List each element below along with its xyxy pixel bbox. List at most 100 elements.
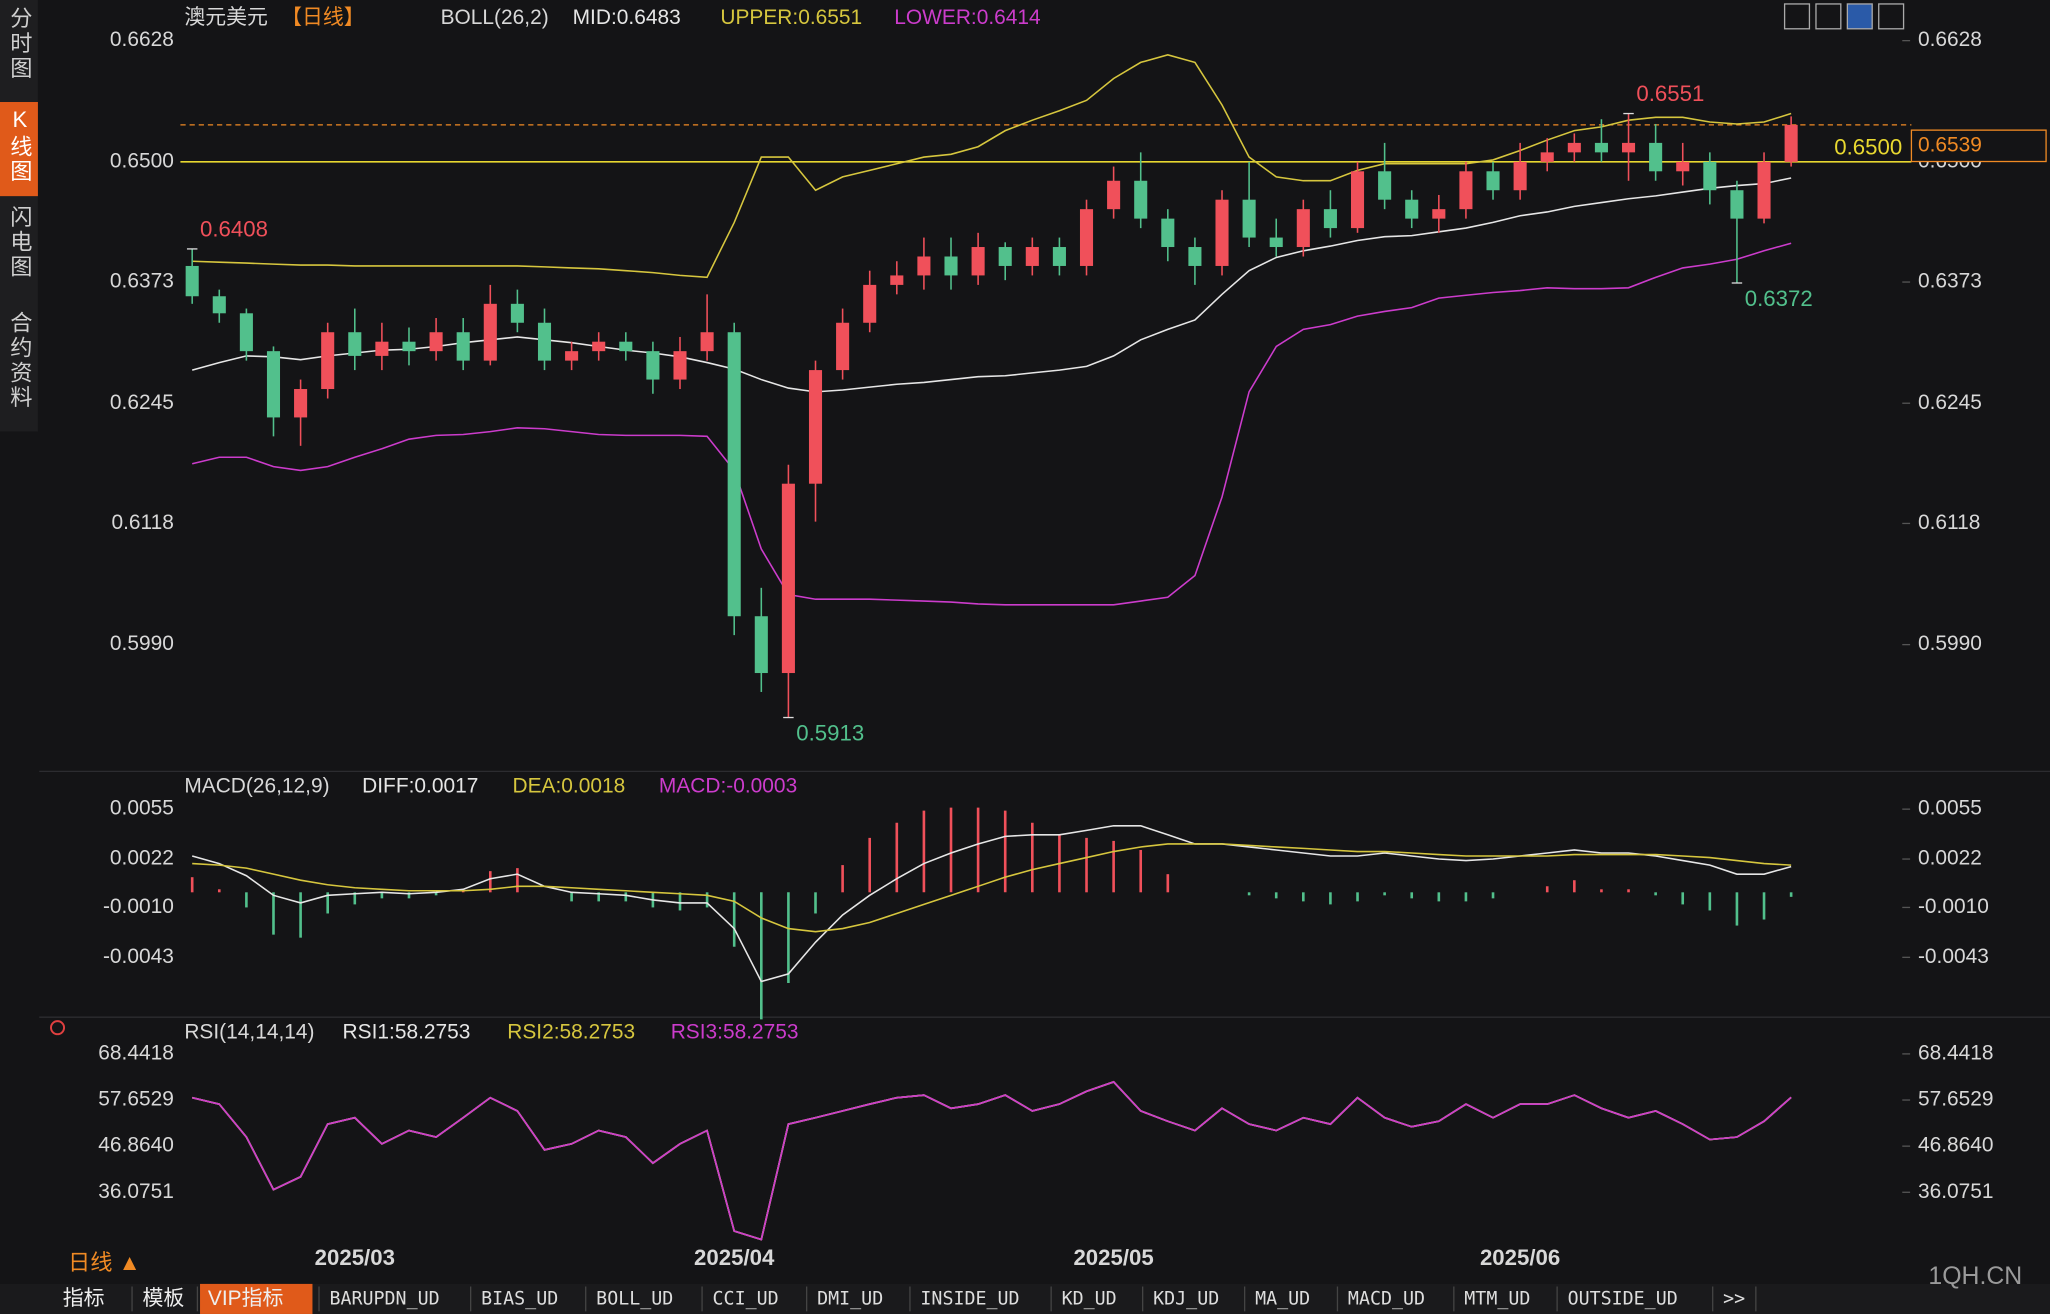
- y-tick-label: -0.0043: [103, 945, 174, 968]
- candle-body: [565, 351, 579, 361]
- candle-body: [917, 256, 931, 276]
- candle-body: [1459, 171, 1473, 210]
- candle-body: [890, 275, 904, 285]
- candle-body: [1621, 142, 1636, 153]
- bottom-tab[interactable]: CCI_UD: [713, 1289, 779, 1310]
- candle-body: [1052, 247, 1066, 266]
- bottom-tab[interactable]: BOLL_UD: [596, 1289, 673, 1310]
- last-price-box: [1910, 129, 2047, 163]
- y-tick-label-right: 0.6245: [1918, 391, 1982, 414]
- bottom-bar: [0, 1283, 2050, 1314]
- candle-body: [1594, 142, 1608, 153]
- tool-icon[interactable]: [1815, 3, 1842, 30]
- x-tick-label: 2025/04: [694, 1245, 775, 1270]
- candle-body: [1134, 180, 1148, 219]
- side-tab[interactable]: 分时图: [7, 6, 32, 81]
- candle-body: [1242, 199, 1256, 238]
- bottom-tab[interactable]: DMI_UD: [817, 1289, 883, 1310]
- bottom-tab[interactable]: KDJ_UD: [1153, 1289, 1219, 1310]
- bottom-tab[interactable]: BARUPDN_UD: [329, 1289, 439, 1310]
- bottom-tab[interactable]: 模板: [143, 1287, 185, 1310]
- tool-icon[interactable]: [1878, 3, 1905, 30]
- rsi-line: [191, 1080, 1792, 1241]
- side-tab[interactable]: 合约资料: [7, 311, 32, 411]
- candle-body: [781, 483, 795, 674]
- boll-line: [192, 242, 1792, 606]
- watermark: 1QH.CN: [1928, 1263, 2022, 1290]
- candle-body: [673, 351, 687, 380]
- candle-body: [294, 389, 308, 418]
- tool-icon[interactable]: [1846, 3, 1873, 30]
- legend-label: RSI2:58.2753: [507, 1020, 635, 1043]
- y-tick-label: 0.5990: [110, 632, 174, 655]
- y-tick-label-right: -0.0043: [1918, 945, 1989, 968]
- side-tab-active: [0, 102, 38, 197]
- candle-body: [646, 351, 660, 380]
- y-tick-label-right: 0.6373: [1918, 270, 1982, 293]
- legend-label: DEA:0.0018: [513, 775, 626, 798]
- candle-body: [239, 313, 253, 352]
- legend-label: MID:0.6483: [573, 6, 681, 29]
- candle-body: [1323, 209, 1337, 229]
- bottom-tab[interactable]: BIAS_UD: [481, 1289, 558, 1310]
- y-tick-label: 0.6245: [110, 391, 174, 414]
- y-tick-label: 0.6118: [111, 511, 173, 534]
- bottom-tab[interactable]: VIP指标: [208, 1287, 284, 1310]
- candle-body: [1350, 171, 1365, 229]
- legend-label: RSI1:58.2753: [343, 1020, 471, 1043]
- y-tick-label-right: 0.0055: [1918, 797, 1982, 820]
- bottom-tab[interactable]: KD_UD: [1062, 1289, 1117, 1310]
- candle-body: [348, 332, 362, 356]
- candle-body: [1703, 161, 1717, 191]
- y-tick-label: 68.4418: [98, 1041, 174, 1064]
- y-tick-label-right: -0.0010: [1918, 895, 1989, 918]
- bottom-tab[interactable]: OUTSIDE_UD: [1568, 1289, 1678, 1310]
- bottom-tab[interactable]: 指标: [63, 1287, 105, 1310]
- legend-label: LOWER:0.6414: [894, 6, 1041, 29]
- bottom-tab[interactable]: MA_UD: [1255, 1289, 1310, 1310]
- candle-body: [1676, 161, 1690, 172]
- candle-body: [537, 322, 552, 361]
- legend-label: DIFF:0.0017: [362, 775, 478, 798]
- period-button[interactable]: 日线 ▲: [68, 1250, 141, 1275]
- bottom-tab[interactable]: MTM_UD: [1464, 1289, 1530, 1310]
- candle-body: [1540, 152, 1554, 162]
- bottom-tab[interactable]: INSIDE_UD: [920, 1289, 1019, 1310]
- panel-title: RSI(14,14,14): [184, 1020, 314, 1043]
- candle-body: [402, 341, 416, 352]
- candle-body: [944, 256, 958, 276]
- candle-body: [483, 303, 497, 361]
- side-bar: [0, 0, 38, 432]
- y-tick-label-right: 0.6118: [1918, 511, 1980, 534]
- candle-body: [375, 341, 389, 356]
- side-tab[interactable]: K线图: [7, 107, 32, 184]
- candle-body: [1432, 209, 1446, 219]
- y-tick-label-right: 57.6529: [1918, 1088, 1994, 1111]
- y-tick-label: 0.6628: [110, 28, 174, 51]
- candle-body: [1296, 209, 1310, 248]
- tool-icon[interactable]: [1783, 3, 1811, 30]
- candle-body: [185, 265, 199, 297]
- candle-body: [1161, 218, 1175, 248]
- candle-body: [212, 296, 226, 314]
- panel-title: MACD(26,12,9): [184, 775, 329, 798]
- candle-body: [429, 332, 443, 352]
- y-tick-label-right: 68.4418: [1918, 1041, 1994, 1064]
- y-tick-label-right: 0.0022: [1918, 847, 1982, 870]
- candle-body: [1513, 161, 1527, 191]
- candle-body: [1107, 180, 1121, 210]
- period-label: 【日线】: [281, 6, 365, 29]
- candle-body: [1025, 247, 1039, 266]
- indicator-name: BOLL(26,2): [441, 6, 549, 29]
- candle-body: [808, 370, 823, 484]
- macd-line: [192, 843, 1792, 933]
- y-tick-label: -0.0010: [103, 895, 174, 918]
- settings-icon[interactable]: [50, 1020, 66, 1036]
- bottom-tab[interactable]: MACD_UD: [1348, 1289, 1425, 1310]
- y-tick-label: 57.6529: [98, 1088, 174, 1111]
- candle-body: [836, 322, 850, 371]
- extreme-label: 0.6372: [1745, 286, 1813, 311]
- bottom-tab[interactable]: >>: [1723, 1289, 1745, 1310]
- side-tab[interactable]: 闪电图: [7, 205, 32, 280]
